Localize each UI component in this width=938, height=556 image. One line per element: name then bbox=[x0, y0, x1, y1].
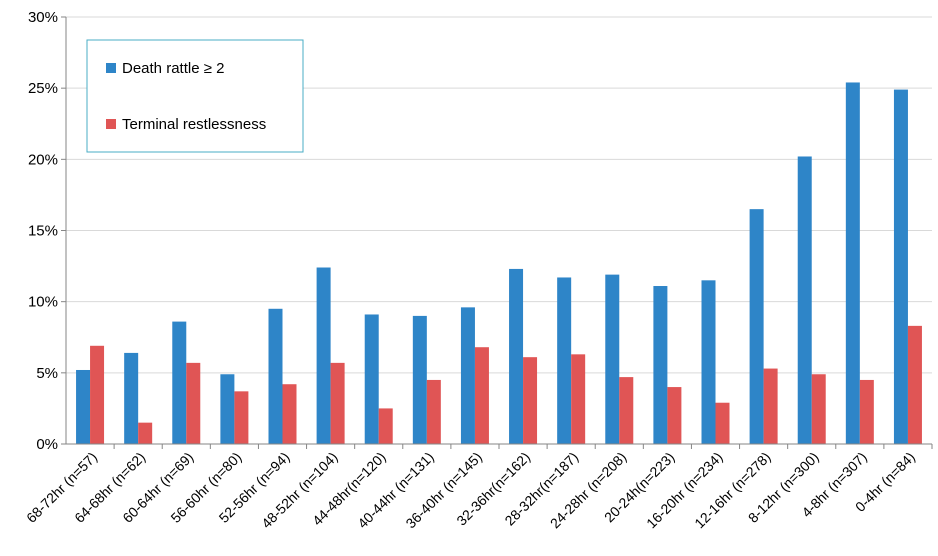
legend-label-terminal-restlessness: Terminal restlessness bbox=[122, 116, 266, 133]
bar-death-rattle bbox=[605, 274, 620, 444]
bar-death-rattle bbox=[797, 156, 812, 444]
bar-death-rattle bbox=[412, 315, 427, 444]
bar-terminal-restlessness bbox=[859, 379, 874, 444]
y-axis-ticks: 0% 5% 10% 15% 20% 25% 30% bbox=[28, 9, 66, 453]
bar-death-rattle bbox=[268, 308, 283, 444]
bar-terminal-restlessness bbox=[715, 402, 730, 444]
bar-terminal-restlessness bbox=[378, 408, 393, 444]
x-axis-ticks: 68-72hr (n=57)64-68hr (n=62)60-64hr (n=6… bbox=[23, 444, 933, 531]
bar-death-rattle bbox=[460, 307, 475, 444]
bar-death-rattle bbox=[76, 369, 91, 444]
bar-terminal-restlessness bbox=[90, 345, 105, 444]
bar-death-rattle bbox=[364, 314, 379, 444]
y-tick-label: 30% bbox=[28, 9, 58, 26]
bar-death-rattle bbox=[653, 286, 668, 444]
bar-terminal-restlessness bbox=[330, 362, 345, 444]
bar-death-rattle bbox=[316, 267, 331, 444]
bar-death-rattle bbox=[124, 352, 139, 444]
bar-death-rattle bbox=[845, 82, 860, 445]
y-tick-label: 0% bbox=[36, 436, 58, 453]
bar-terminal-restlessness bbox=[619, 377, 634, 444]
bar-death-rattle bbox=[749, 209, 764, 444]
y-tick-label: 10% bbox=[28, 294, 58, 311]
bar-death-rattle bbox=[220, 374, 235, 444]
bar-death-rattle bbox=[509, 268, 524, 444]
legend-label-death-rattle: Death rattle ≥ 2 bbox=[122, 60, 224, 77]
bar-death-rattle bbox=[701, 280, 716, 444]
y-tick-label: 20% bbox=[28, 151, 58, 168]
legend-swatch-terminal-restlessness bbox=[106, 119, 116, 129]
bar-death-rattle bbox=[893, 89, 908, 444]
bar-terminal-restlessness bbox=[186, 362, 201, 444]
bar-terminal-restlessness bbox=[138, 422, 153, 444]
bars bbox=[76, 82, 922, 445]
bar-terminal-restlessness bbox=[282, 384, 297, 444]
legend-swatch-death-rattle bbox=[106, 63, 116, 73]
bar-terminal-restlessness bbox=[523, 357, 538, 444]
bar-terminal-restlessness bbox=[571, 354, 586, 444]
bar-terminal-restlessness bbox=[763, 368, 778, 444]
y-tick-label: 15% bbox=[28, 223, 58, 240]
bar-terminal-restlessness bbox=[474, 347, 489, 444]
y-tick-label: 5% bbox=[36, 365, 58, 382]
bar-terminal-restlessness bbox=[667, 387, 682, 444]
legend-box bbox=[86, 39, 304, 153]
legend: Death rattle ≥ 2 Terminal restlessness bbox=[86, 39, 304, 153]
y-tick-label: 25% bbox=[28, 80, 58, 97]
bar-death-rattle bbox=[557, 277, 572, 444]
bar-terminal-restlessness bbox=[811, 374, 826, 444]
bar-terminal-restlessness bbox=[907, 325, 922, 444]
bar-death-rattle bbox=[172, 321, 187, 444]
bar-terminal-restlessness bbox=[234, 391, 249, 444]
bar-terminal-restlessness bbox=[426, 379, 441, 444]
